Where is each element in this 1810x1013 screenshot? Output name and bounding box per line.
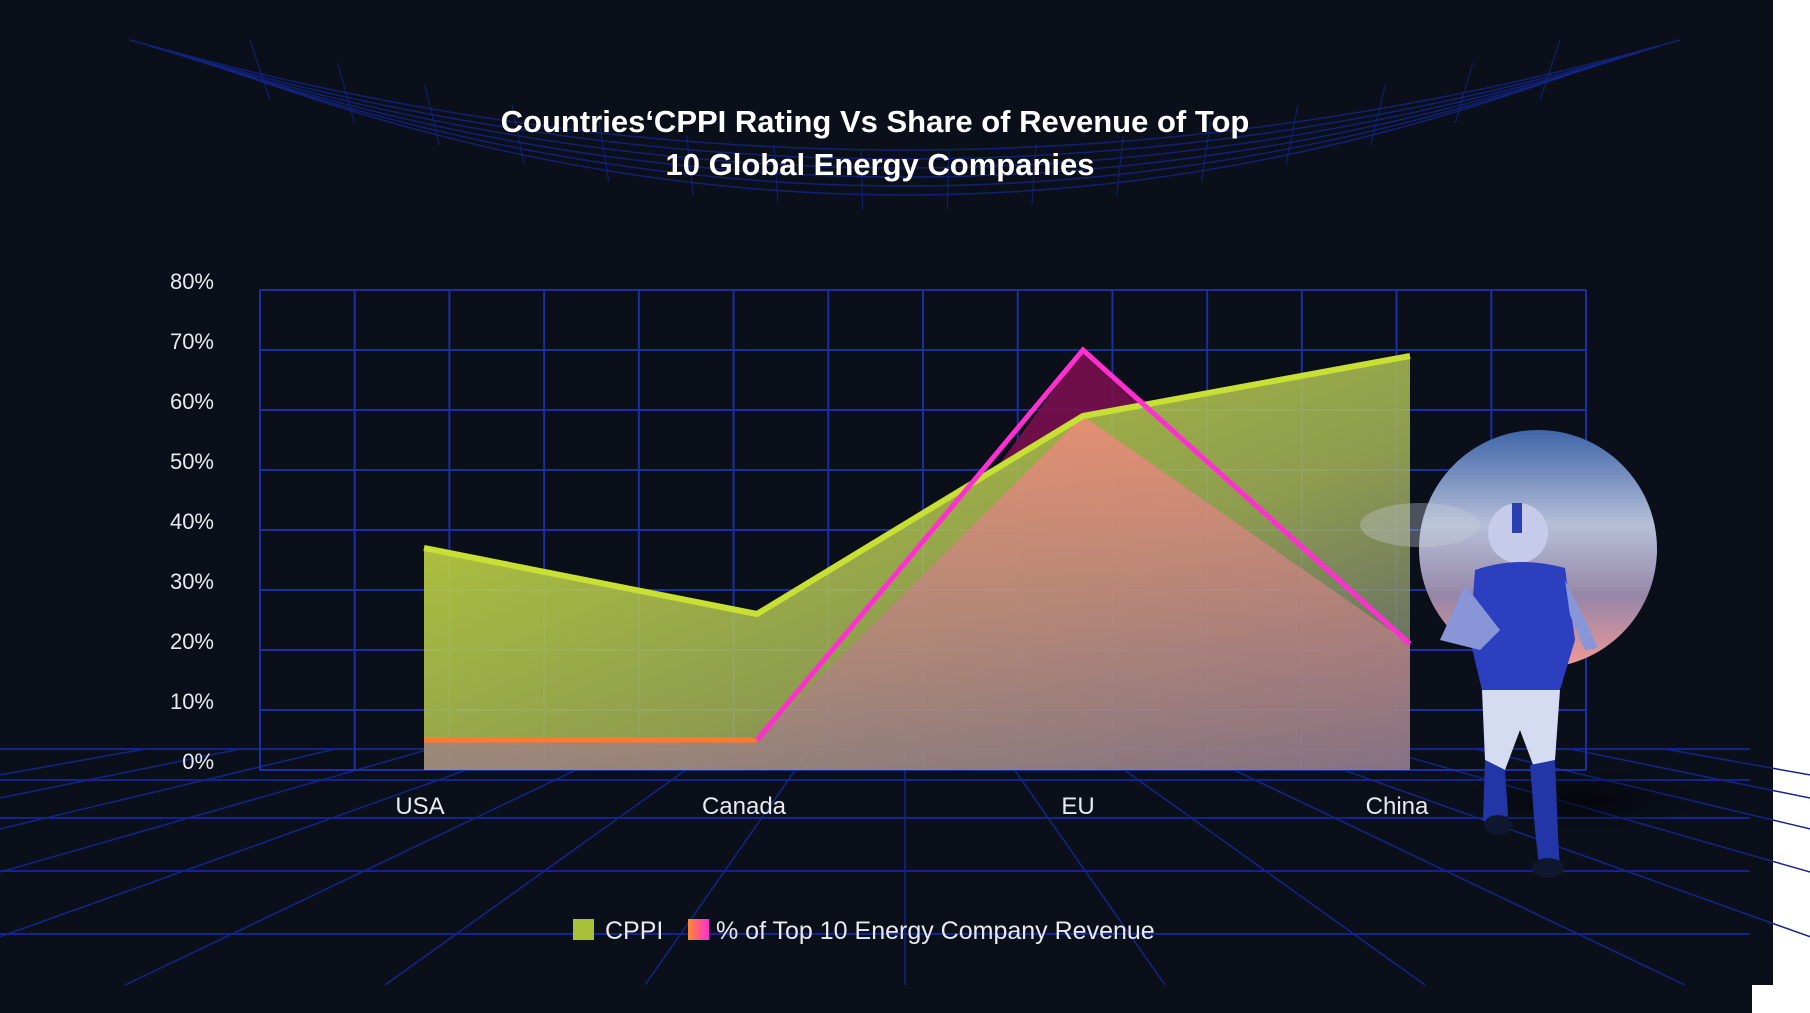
y-tick-label: 20% [170, 629, 214, 654]
arc-grid-rib [249, 39, 271, 101]
revenue-line [755, 346, 1412, 742]
arc-grid-line [189, 57, 1621, 178]
floor-perspective-line [1189, 748, 1686, 986]
floor-perspective-line [1569, 748, 1810, 799]
floor-perspective-line [1094, 748, 1426, 986]
arc-grid-line [129, 39, 1681, 151]
legend-label-revenue: % of Top 10 Energy Company Revenue [716, 917, 1155, 945]
y-tick-label: 10% [170, 689, 214, 714]
arc-grid-rib [1539, 39, 1561, 101]
arc-grid-rib [1285, 104, 1299, 165]
arc-grid-rib [686, 135, 694, 196]
plot-area: 0% 10% 20% 30% 40% 50% 60% 70% 80% USA Canada EU Chi… [170, 269, 1587, 820]
arc-grid-line [169, 51, 1641, 169]
arc-grid-line [229, 69, 1581, 196]
arc-grid-rib [511, 104, 525, 165]
floor-perspective-line [1284, 748, 1810, 938]
football-player-illustration [1360, 430, 1700, 878]
arc-grid-rib [946, 149, 950, 210]
floor-perspective-line [0, 748, 526, 938]
arc-grid-rib [1370, 84, 1386, 145]
arc-grid-rib [1200, 121, 1212, 182]
revenue-area [424, 416, 1410, 770]
y-tick-label: 50% [170, 449, 214, 474]
arc-grid-line [149, 45, 1661, 160]
legend-label-cppi: CPPI [605, 917, 663, 945]
cppi-line [423, 353, 1411, 617]
floor-perspective-line [0, 748, 336, 830]
background-lower-strip [0, 985, 1752, 1013]
arc-grid-rib [336, 62, 356, 124]
floor-perspective-line [124, 748, 621, 986]
y-tick-label: 70% [170, 329, 214, 354]
arc-grid-rib [1031, 144, 1037, 205]
legend-swatch-cppi [573, 919, 594, 940]
x-category-label: EU [1061, 793, 1094, 820]
arc-grid-rib [773, 144, 779, 205]
legend: CPPI % of Top 10 Energy Company Revenue [573, 917, 1155, 945]
x-category-label: China [1366, 793, 1429, 820]
floor-perspective-line [0, 748, 431, 873]
player-shadow [1460, 770, 1700, 830]
arc-grid-line [209, 63, 1601, 187]
arc-grid-rib [598, 121, 610, 182]
chart-title-line-1: Countries‘CPPI Rating Vs Share of Revenu… [501, 104, 1250, 139]
arc-grid-rib [860, 149, 864, 210]
arc-grid-rib [1116, 135, 1124, 196]
arc-grid-rib [424, 84, 440, 145]
revenue-peak-area [994, 350, 1149, 470]
x-category-label: Canada [702, 793, 787, 820]
y-tick-label: 80% [170, 269, 214, 294]
floor-perspective-line [999, 748, 1166, 986]
player-figure [1440, 503, 1598, 878]
x-category-label: USA [395, 793, 444, 820]
y-tick-label: 30% [170, 569, 214, 594]
floor-perspective-line [644, 748, 811, 986]
y-tick-label: 0% [182, 749, 214, 774]
chart-title-line-2: 10 Global Energy Companies [666, 147, 1095, 182]
arc-grid-rib [1454, 62, 1474, 124]
decorative-grid [0, 39, 1810, 986]
floor-perspective-line [0, 748, 241, 799]
y-tick-label: 40% [170, 509, 214, 534]
cloud-trail [1360, 503, 1480, 547]
y-tick-label: 60% [170, 389, 214, 414]
legend-swatch-revenue [688, 919, 709, 940]
floor-perspective-line [384, 748, 716, 986]
